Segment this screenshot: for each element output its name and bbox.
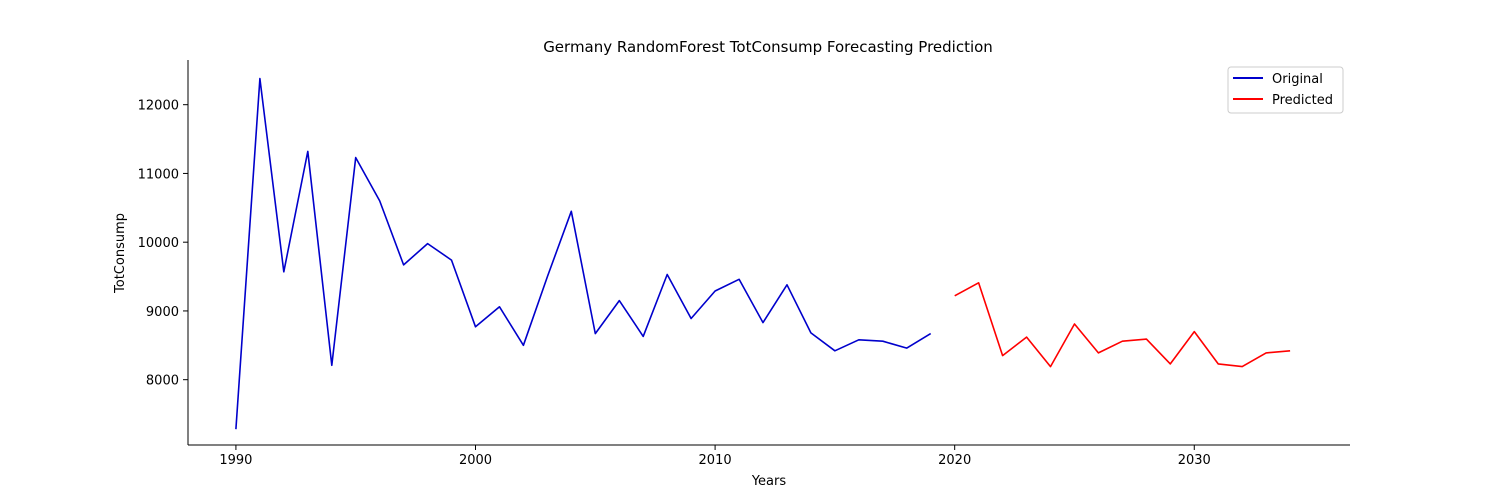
y-tick-label-9000: 9000 xyxy=(146,305,179,320)
x-tick-label-2020: 2020 xyxy=(938,453,971,468)
legend-label-predicted: Predicted xyxy=(1272,93,1333,108)
x-tick-label-1990: 1990 xyxy=(219,453,252,468)
x-tick-label-2000: 2000 xyxy=(459,453,492,468)
axes xyxy=(187,60,1350,446)
x-axis-label: Years xyxy=(751,474,787,489)
series-line-original xyxy=(235,77,932,430)
legend: Original Predicted xyxy=(1227,66,1344,114)
y-tick-label-12000: 12000 xyxy=(138,99,179,114)
y-ticks: 8000 9000 10000 11000 12000 xyxy=(138,99,188,389)
chart-title: Germany RandomForest TotConsump Forecast… xyxy=(543,38,993,56)
legend-label-original: Original xyxy=(1272,72,1323,87)
y-tick-label-10000: 10000 xyxy=(138,236,179,251)
series-line-predicted xyxy=(954,281,1291,368)
x-tick-label-2010: 2010 xyxy=(699,453,732,468)
y-axis-label: TotConsump xyxy=(113,213,128,294)
x-tick-label-2030: 2030 xyxy=(1178,453,1211,468)
y-tick-label-8000: 8000 xyxy=(146,374,179,389)
y-tick-label-11000: 11000 xyxy=(138,167,179,182)
series xyxy=(235,77,1291,430)
x-ticks: 1990 2000 2010 2020 2030 xyxy=(219,445,1211,468)
